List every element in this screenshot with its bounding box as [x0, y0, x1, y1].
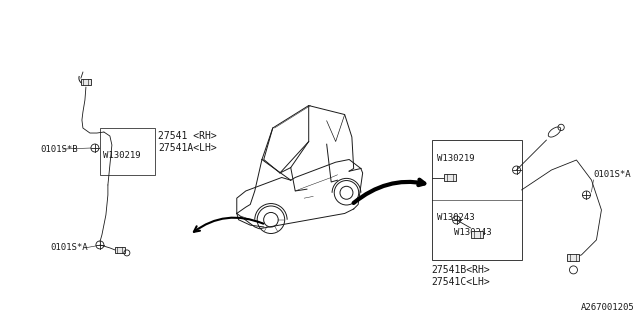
Bar	[100, 128, 155, 175]
Text: 0101S*B: 0101S*B	[40, 145, 77, 154]
Text: 27541B<RH>: 27541B<RH>	[431, 265, 490, 275]
Bar	[115, 247, 125, 253]
Text: W130243: W130243	[436, 213, 474, 222]
Text: 0101S*A: 0101S*A	[593, 171, 631, 180]
Text: W130219: W130219	[103, 150, 141, 159]
Text: W130219: W130219	[436, 154, 474, 163]
Bar	[568, 254, 579, 261]
Text: 27541A<LH>: 27541A<LH>	[158, 143, 216, 153]
Bar	[431, 140, 522, 260]
Text: 27541 <RH>: 27541 <RH>	[158, 131, 216, 141]
Text: 27541C<LH>: 27541C<LH>	[431, 277, 490, 287]
Text: A267001205: A267001205	[580, 303, 634, 312]
Text: W130243: W130243	[454, 228, 491, 237]
Bar	[444, 174, 456, 181]
Text: 0101S*A: 0101S*A	[50, 244, 88, 252]
Bar	[470, 231, 483, 238]
Bar	[81, 79, 91, 85]
